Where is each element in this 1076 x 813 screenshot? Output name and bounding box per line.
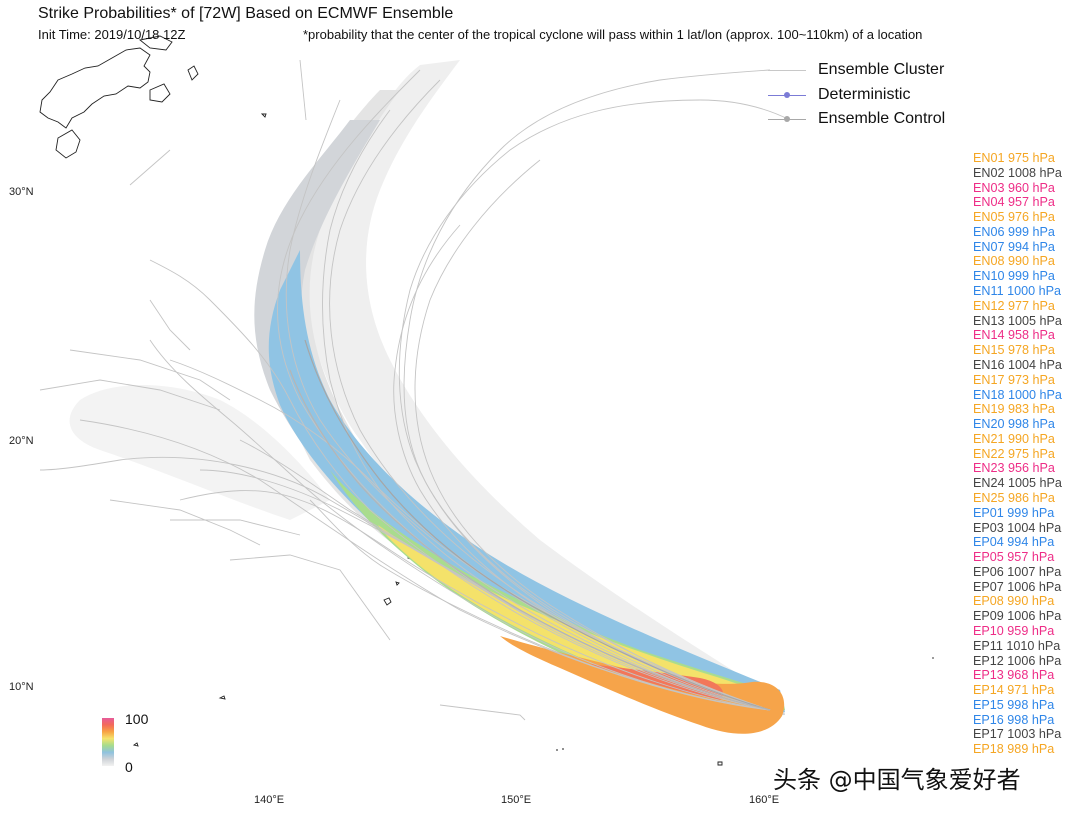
lon-label-140: 140°E [254,794,285,806]
legend-label: Deterministic [818,85,911,103]
member-pressure-item: EP05 957 hPa [973,550,1055,565]
member-pressure-item: EN08 990 hPa [973,254,1055,269]
member-pressure-item: EN03 960 hPa [973,180,1055,195]
member-pressure-item: EP14 971 hPa [973,683,1055,698]
lon-label-150: 150°E [501,794,532,806]
member-pressure-item: EN18 1000 hPa [973,387,1062,402]
member-pressure-item: EN06 999 hPa [973,224,1055,239]
member-pressure-item: EP12 1006 hPa [973,653,1062,668]
member-pressure-item: EN04 957 hPa [973,195,1055,210]
watermark: 头条 @中国气象爱好者 [773,766,1021,794]
deterministic-track [304,339,771,711]
member-pressure-item: EP03 1004 hPa [973,520,1062,535]
member-pressure-item: EP04 994 hPa [973,535,1055,550]
member-pressure-item: EP16 998 hPa [973,712,1055,727]
member-pressure-list: EN01 975 hPa EN02 1008 hPa EN03 960 hPa EN0… [973,151,1062,757]
member-pressure-item: EP13 968 hPa [973,668,1055,683]
member-pressure-item: EN16 1004 hPa [973,357,1062,372]
member-pressure-item: EP10 959 hPa [973,624,1055,638]
member-pressure-item: EN21 990 hPa [973,431,1055,446]
member-pressure-item: EN11 1000 hPa [973,284,1061,299]
lon-label-160: 160°E [749,794,780,806]
legend-item: Ensemble Cluster [768,58,945,83]
member-pressure-item: EP11 1010 hPa [973,638,1061,653]
init-time: Init Time: 2019/10/18 12Z [38,27,186,42]
legend-label: Ensemble Cluster [818,61,945,79]
member-pressure-item: EN22 975 hPa [973,446,1055,461]
member-pressure-item: EN02 1008 hPa [973,165,1062,180]
member-pressure-item: EP07 1006 hPa [973,579,1062,594]
member-pressure-item: EP17 1003 hPa [973,727,1062,742]
legend-swatch [768,89,806,101]
probability-band-orange [500,636,785,734]
member-pressure-item: EN24 1005 hPa [973,476,1062,491]
track-legend: Ensemble Cluster Deterministic Ensemble Co… [768,58,945,132]
member-pressure-item: EN20 998 hPa [973,417,1055,432]
legend-item: Ensemble Control [768,107,945,132]
member-pressure-item: EN23 956 hPa [973,461,1055,476]
lat-label-10: 10°N [9,681,34,693]
member-pressure-item: EP06 1007 hPa [973,564,1062,579]
legend-swatch [768,113,806,125]
probability-colorbar [102,718,114,766]
footnote: *probability that the center of the trop… [303,27,923,42]
member-pressure-item: EP18 989 hPa [973,742,1055,757]
colorbar-max-label: 100 [125,711,149,727]
member-pressure-item: EP01 999 hPa [973,505,1055,520]
map-title: Strike Probabilities* of [72W] Based on … [38,5,454,22]
legend-label: Ensemble Control [818,110,946,128]
member-pressure-item: EN19 983 hPa [973,402,1055,417]
probability-envelope-low [69,60,780,710]
member-pressure-item: EP09 1006 hPa [973,609,1062,624]
lat-label-30: 30°N [9,186,34,198]
member-pressure-item: EN14 958 hPa [973,328,1055,343]
legend-swatch [768,64,806,76]
member-pressure-item: EN01 975 hPa [973,151,1055,165]
member-pressure-item: EN12 977 hPa [973,298,1055,313]
member-pressure-item: EN15 978 hPa [973,343,1055,358]
member-pressure-item: EN13 1005 hPa [973,313,1062,328]
member-pressure-item: EN05 976 hPa [973,210,1055,225]
member-pressure-item: EN07 994 hPa [973,239,1055,254]
lat-label-20: 20°N [9,435,34,447]
member-pressure-item: EN25 986 hPa [973,490,1055,505]
ensemble-control-track [289,369,771,711]
member-pressure-item: EP15 998 hPa [973,697,1055,712]
legend-item: Deterministic [768,83,945,108]
member-pressure-item: EN10 999 hPa [973,269,1055,284]
member-pressure-item: EN17 973 hPa [973,372,1055,387]
member-pressure-item: EP08 990 hPa [973,594,1055,609]
colorbar-min-label: 0 [125,759,133,775]
